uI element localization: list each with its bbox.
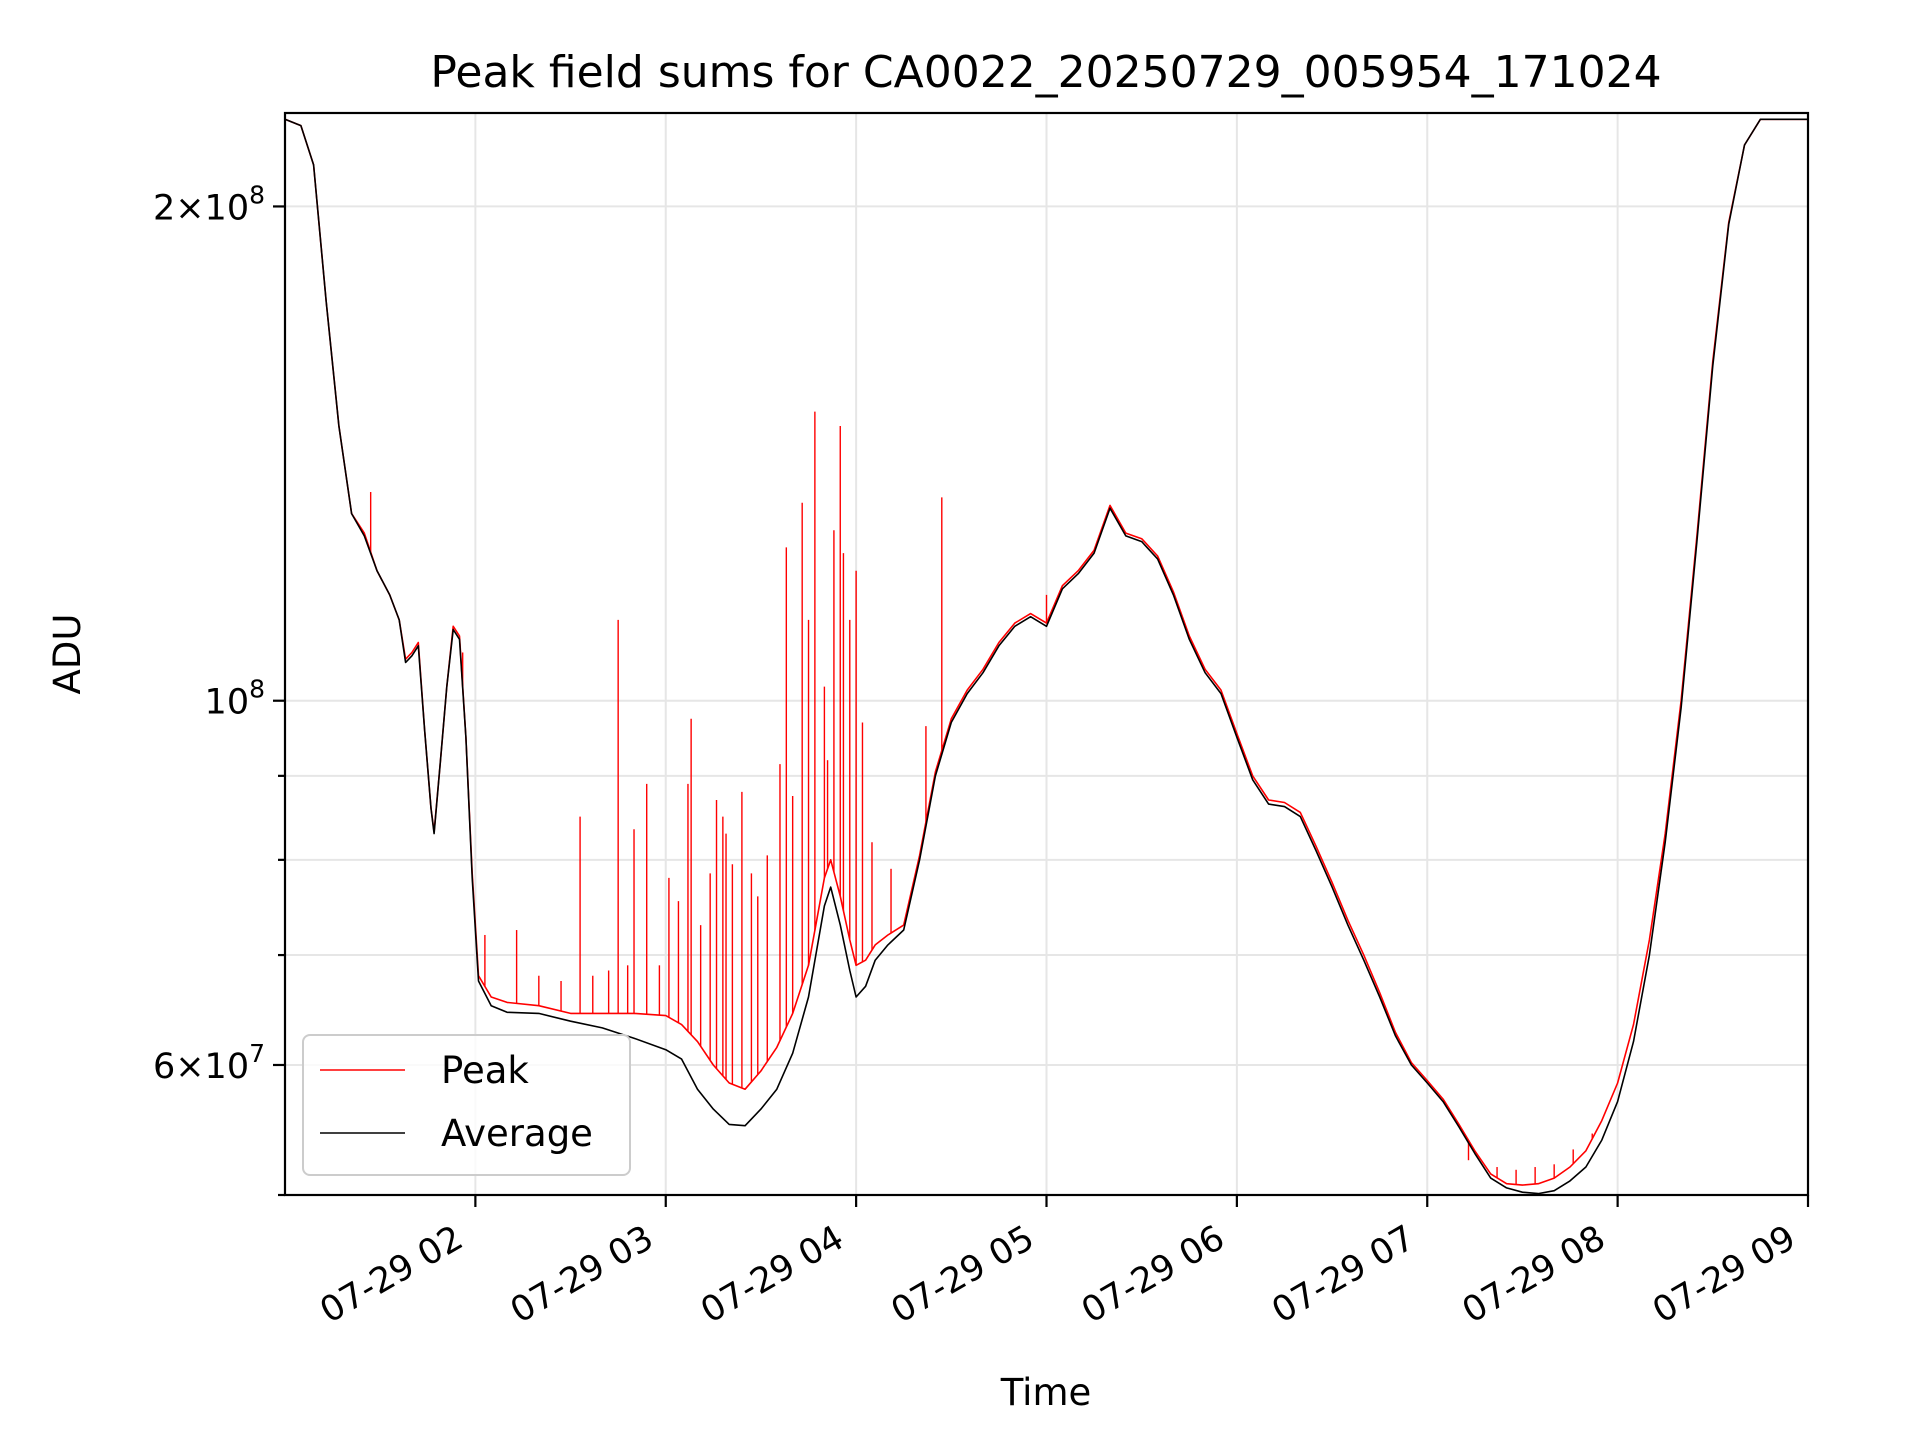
y-tick-label: 6×107	[153, 1039, 265, 1087]
legend-average-label: Average	[441, 1112, 593, 1155]
y-tick-label: 108	[205, 675, 265, 723]
legend: Peak Average	[302, 1034, 631, 1176]
y-axis-ticks: 2×108 108 6×107	[153, 180, 285, 1197]
chart-title: Peak field sums for CA0022_20250729_0059…	[430, 47, 1661, 98]
series-layer	[285, 118, 1808, 1195]
average-series-line	[285, 118, 1808, 1195]
legend-peak-label: Peak	[441, 1049, 529, 1092]
x-axis-label: Time	[1000, 1371, 1092, 1414]
y-axis-label: ADU	[46, 614, 89, 695]
y-tick-label: 2×108	[153, 180, 265, 228]
